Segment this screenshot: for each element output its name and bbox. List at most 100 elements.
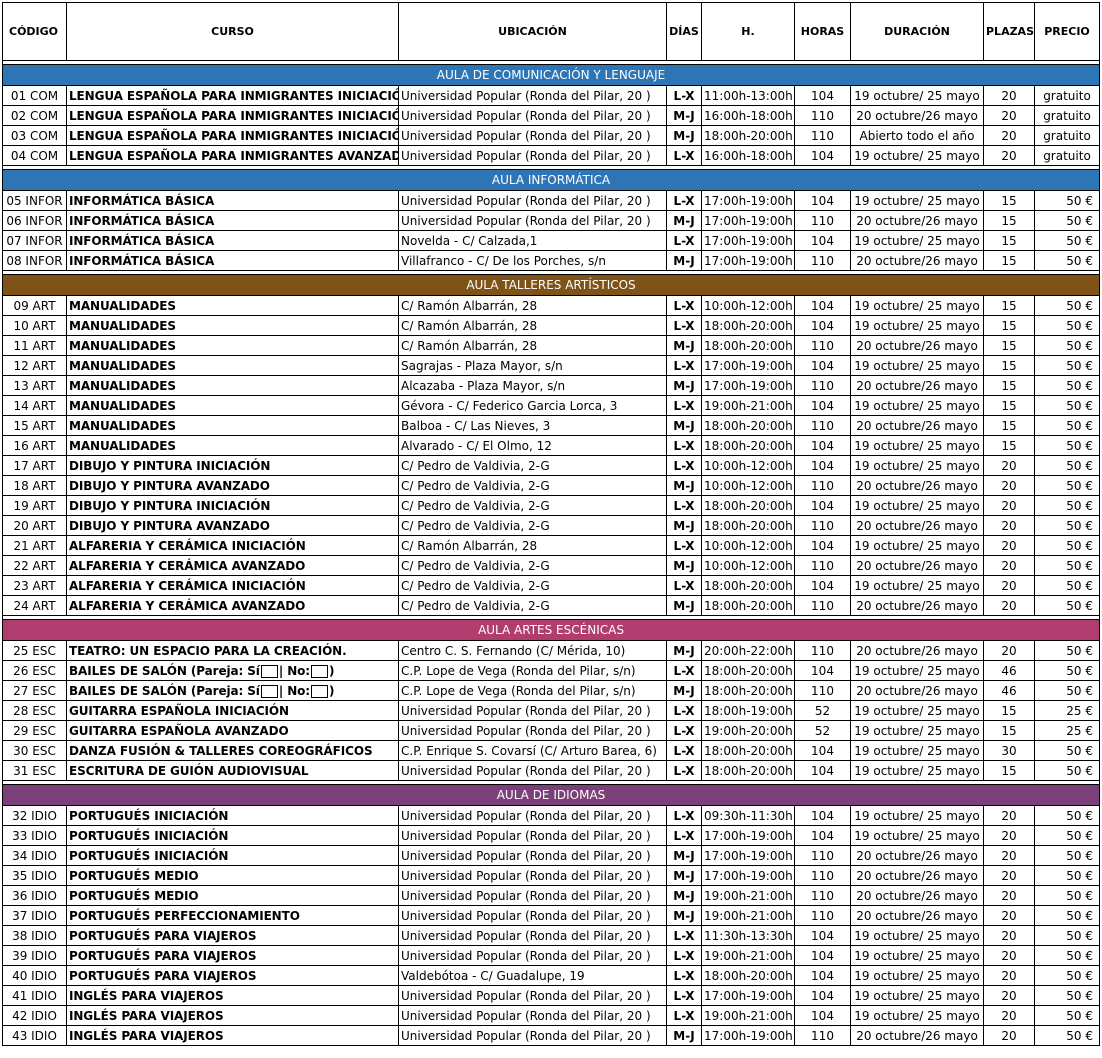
section-gap-cell (2, 780, 1100, 785)
course-duration: 19 octubre/ 25 mayo (850, 495, 984, 516)
course-places: 15 (983, 700, 1035, 721)
course-price: 50 € (1034, 230, 1100, 251)
course-name: PORTUGUÉS PERFECCIONAMIENTO (66, 905, 399, 926)
course-duration: 20 octubre/26 mayo (850, 475, 984, 496)
course-location: Alvarado - C/ El Olmo, 12 (398, 435, 667, 456)
course-days: L-X (666, 945, 702, 966)
course-places: 15 (983, 375, 1035, 396)
course-name: PORTUGUÉS PARA VIAJEROS (66, 965, 399, 986)
course-code: 26 ESC (2, 660, 67, 681)
course-code: 37 IDIO (2, 905, 67, 926)
course-location: C/ Pedro de Valdivia, 2-G (398, 475, 667, 496)
course-code: 34 IDIO (2, 845, 67, 866)
course-days: L-X (666, 985, 702, 1006)
course-days: L-X (666, 295, 702, 316)
course-code: 14 ART (2, 395, 67, 416)
pareja-si-checkbox[interactable] (260, 684, 278, 698)
course-time: 19:00h-21:00h (701, 885, 795, 906)
table-row: 30 ESC DANZA FUSIÓN & TALLERES COREOGRÁFI… (2, 740, 1100, 761)
course-code: 02 COM (2, 105, 67, 126)
course-time: 19:00h-21:00h (701, 395, 795, 416)
course-days: L-X (666, 495, 702, 516)
course-price: 50 € (1034, 295, 1100, 316)
course-time: 18:00h-20:00h (701, 335, 795, 356)
course-hours: 104 (794, 965, 851, 986)
course-places: 20 (983, 515, 1035, 536)
course-location: Universidad Popular (Ronda del Pilar, 20… (398, 865, 667, 886)
course-code: 18 ART (2, 475, 67, 496)
course-time: 17:00h-19:00h (701, 230, 795, 251)
course-hours: 110 (794, 885, 851, 906)
course-code: 31 ESC (2, 760, 67, 781)
course-days: M-J (666, 555, 702, 576)
course-name-close: ) (328, 683, 335, 698)
course-location: C/ Pedro de Valdivia, 2-G (398, 595, 667, 616)
course-price: 50 € (1034, 680, 1100, 701)
course-price: 50 € (1034, 555, 1100, 576)
course-hours: 104 (794, 575, 851, 596)
course-duration: 19 octubre/ 25 mayo (850, 660, 984, 681)
course-name: MANUALIDADES (66, 355, 399, 376)
course-time: 18:00h-20:00h (701, 760, 795, 781)
table-row: 20 ART DIBUJO Y PINTURA AVANZADO C/ Pedro … (2, 515, 1100, 536)
course-location: Universidad Popular (Ronda del Pilar, 20… (398, 700, 667, 721)
course-places: 15 (983, 415, 1035, 436)
course-name: DIBUJO Y PINTURA AVANZADO (66, 475, 399, 496)
table-row: 08 INFOR INFORMÁTICA BÁSICA Villafranco - … (2, 250, 1100, 271)
pareja-si-checkbox[interactable] (260, 664, 278, 678)
course-time: 17:00h-19:00h (701, 845, 795, 866)
course-location: C/ Ramón Albarrán, 28 (398, 335, 667, 356)
course-time: 19:00h-21:00h (701, 945, 795, 966)
course-duration: 20 octubre/26 mayo (850, 595, 984, 616)
course-price: 50 € (1034, 475, 1100, 496)
course-code: 08 INFOR (2, 250, 67, 271)
pareja-no-checkbox[interactable] (310, 684, 328, 698)
course-time: 18:00h-20:00h (701, 680, 795, 701)
course-price: 50 € (1034, 640, 1100, 661)
course-location: Universidad Popular (Ronda del Pilar, 20… (398, 85, 667, 106)
col-header-horas: HORAS (794, 2, 851, 61)
course-code: 36 IDIO (2, 885, 67, 906)
course-name: MANUALIDADES (66, 435, 399, 456)
course-days: M-J (666, 335, 702, 356)
course-places: 15 (983, 355, 1035, 376)
course-name: PORTUGUÉS INICIACIÓN (66, 845, 399, 866)
course-name: DIBUJO Y PINTURA INICIACIÓN (66, 495, 399, 516)
course-places: 20 (983, 455, 1035, 476)
course-days: L-X (666, 925, 702, 946)
table-row: 31 ESC ESCRITURA DE GUIÓN AUDIOVISUAL Univ… (2, 760, 1100, 781)
course-duration: 19 octubre/ 25 mayo (850, 295, 984, 316)
course-duration: 20 octubre/26 mayo (850, 250, 984, 271)
course-days: L-X (666, 760, 702, 781)
course-code: 15 ART (2, 415, 67, 436)
course-name-text: BAILES DE SALÓN (Pareja: Sí (69, 663, 260, 678)
course-price: 50 € (1034, 865, 1100, 886)
course-hours: 110 (794, 905, 851, 926)
course-days: L-X (666, 230, 702, 251)
course-code: 32 IDIO (2, 805, 67, 826)
table-row: 34 IDIO PORTUGUÉS INICIACIÓN Universidad P… (2, 845, 1100, 866)
course-hours: 110 (794, 1025, 851, 1046)
course-code: 25 ESC (2, 640, 67, 661)
course-hours: 104 (794, 760, 851, 781)
course-time: 16:00h-18:00h (701, 145, 795, 166)
course-days: M-J (666, 905, 702, 926)
course-price: 50 € (1034, 760, 1100, 781)
table-row: 09 ART MANUALIDADES C/ Ramón Albarrán, 28 L… (2, 295, 1100, 316)
course-hours: 104 (794, 1005, 851, 1026)
course-hours: 104 (794, 455, 851, 476)
table-row: 28 ESC GUITARRA ESPAÑOLA INICIACIÓN Univer… (2, 700, 1100, 721)
course-places: 46 (983, 660, 1035, 681)
course-time: 18:00h-20:00h (701, 495, 795, 516)
course-table-body: AULA DE COMUNICACIÓN Y LENGUAJE 01 COM LEN… (2, 60, 1100, 1046)
course-price: 50 € (1034, 825, 1100, 846)
pareja-no-checkbox[interactable] (310, 664, 328, 678)
col-header-hora: H. (701, 2, 795, 61)
course-hours: 110 (794, 210, 851, 231)
course-time: 10:00h-12:00h (701, 455, 795, 476)
table-row: 03 COM LENGUA ESPAÑOLA PARA INMIGRANTES I… (2, 125, 1100, 146)
course-code: 21 ART (2, 535, 67, 556)
course-places: 20 (983, 985, 1035, 1006)
course-location: Sagrajas - Plaza Mayor, s/n (398, 355, 667, 376)
course-duration: 19 octubre/ 25 mayo (850, 230, 984, 251)
